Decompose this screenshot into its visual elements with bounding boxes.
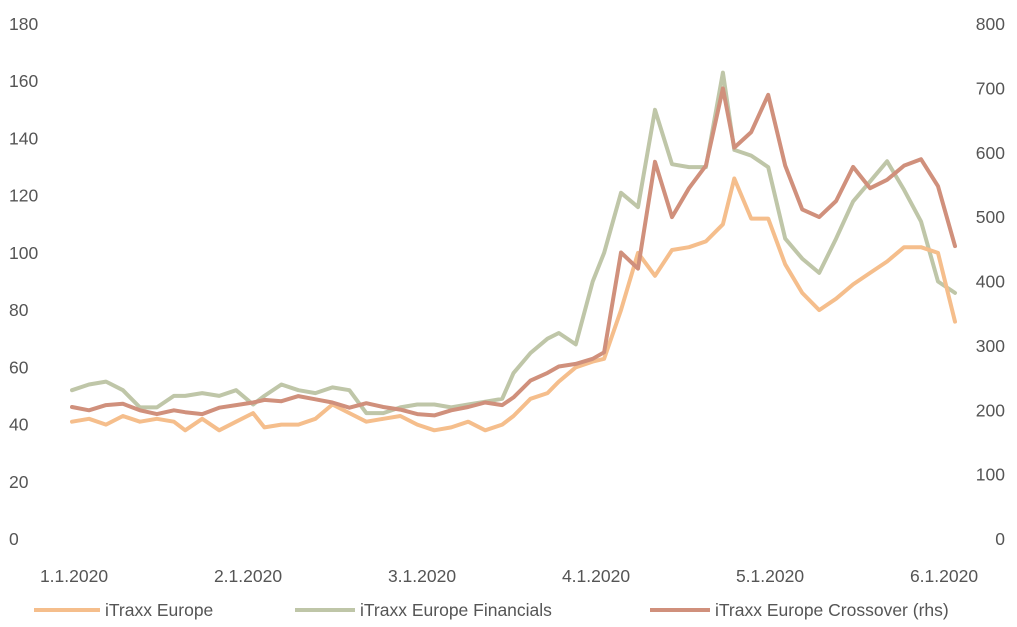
x-axis-ticks: 1.1.2020 2.1.2020 3.1.2020 4.1.2020 5.1.2020… [40, 566, 978, 586]
left-axis-tick-label: 160 [9, 71, 38, 91]
right-axis-tick-label: 500 [976, 207, 1005, 227]
right-axis-tick-label: 400 [976, 272, 1005, 292]
left-axis-tick-label: 140 [9, 128, 38, 148]
x-axis-tick-label: 5.1.2020 [736, 566, 804, 586]
left-axis-tick-label: 100 [9, 243, 38, 263]
right-axis-tick-label: 600 [976, 143, 1005, 163]
x-axis-tick-label: 4.1.2020 [562, 566, 630, 586]
left-axis-tick-label: 80 [9, 300, 29, 320]
legend-label-2: iTraxx Europe Crossover (rhs) [715, 600, 949, 620]
right-axis-tick-label: 100 [976, 465, 1005, 485]
series-lines [70, 70, 957, 433]
right-axis-ticks: 0 100 200 300 400 500 600 700 800 [976, 14, 1005, 549]
right-axis-tick-label: 700 [976, 78, 1005, 98]
legend-label-0: iTraxx Europe [105, 600, 213, 620]
x-axis-tick-label: 2.1.2020 [214, 566, 282, 586]
left-axis-tick-label: 60 [9, 357, 29, 377]
series-line-0 [70, 176, 957, 433]
left-axis-tick-label: 20 [9, 472, 29, 492]
series-line-1 [70, 70, 957, 416]
left-axis-tick-label: 180 [9, 14, 38, 34]
left-axis-tick-label: 120 [9, 186, 38, 206]
legend-label-1: iTraxx Europe Financials [360, 600, 552, 620]
legend: iTraxx Europe iTraxx Europe Financials iTr… [34, 600, 949, 620]
left-axis-tick-label: 40 [9, 415, 29, 435]
right-axis-tick-label: 300 [976, 336, 1005, 356]
right-axis-tick-label: 200 [976, 400, 1005, 420]
right-axis-tick-label: 0 [995, 529, 1005, 549]
x-axis-tick-label: 6.1.2020 [910, 566, 978, 586]
left-axis-tick-label: 0 [9, 529, 19, 549]
x-axis-tick-label: 1.1.2020 [40, 566, 108, 586]
right-axis-tick-label: 800 [976, 14, 1005, 34]
series-line-2 [70, 86, 957, 418]
x-axis-tick-label: 3.1.2020 [388, 566, 456, 586]
left-axis-ticks: 0 20 40 60 80 100 120 140 160 180 [9, 14, 38, 549]
